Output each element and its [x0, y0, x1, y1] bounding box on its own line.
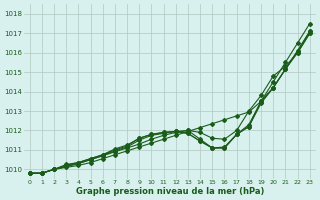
X-axis label: Graphe pression niveau de la mer (hPa): Graphe pression niveau de la mer (hPa) [76, 187, 264, 196]
